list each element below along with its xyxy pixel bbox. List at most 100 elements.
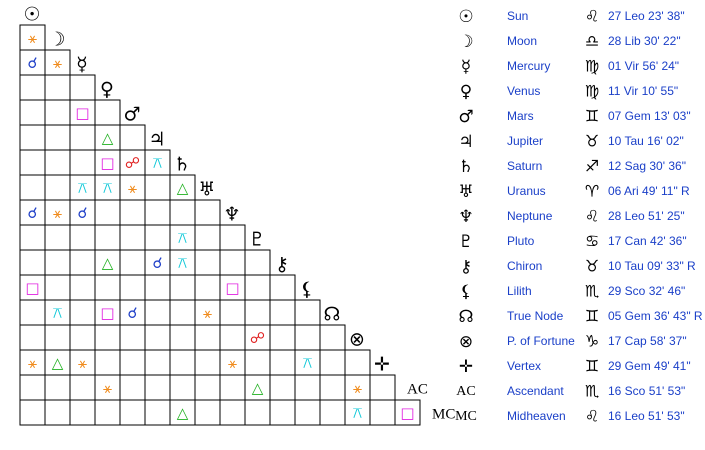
list-glyph: AC bbox=[456, 384, 475, 399]
sign-glyph: ♍ bbox=[585, 57, 599, 76]
grid-cell bbox=[219, 224, 246, 251]
grid-cell bbox=[144, 349, 171, 376]
sign-glyph: ♉ bbox=[585, 257, 599, 276]
aspect-glyph: □ bbox=[75, 104, 89, 122]
list-glyph: ☉ bbox=[458, 7, 473, 27]
grid-cell bbox=[19, 124, 46, 151]
grid-cell bbox=[244, 399, 271, 426]
aspect-glyph: ⚻ bbox=[103, 179, 113, 197]
grid-cell bbox=[269, 274, 296, 301]
diagonal-glyph: ♄ bbox=[173, 154, 190, 176]
sign-glyph: ♏ bbox=[585, 282, 599, 301]
grid-cell bbox=[169, 374, 196, 401]
grid-cell bbox=[19, 324, 46, 351]
grid-cell bbox=[244, 299, 271, 326]
aspect-glyph: ☌ bbox=[127, 304, 137, 322]
grid-cell bbox=[294, 299, 321, 326]
grid-cell bbox=[119, 349, 146, 376]
grid-cell bbox=[69, 249, 96, 276]
grid-cell bbox=[119, 274, 146, 301]
aspect-glyph: ⚻ bbox=[178, 229, 188, 247]
aspect-glyph: ⚻ bbox=[78, 179, 88, 197]
aspect-glyph: ⚹ bbox=[53, 54, 62, 72]
aspect-glyph: ⚻ bbox=[178, 254, 188, 272]
grid-cell bbox=[144, 174, 171, 201]
aspect-glyph: ⚻ bbox=[153, 154, 163, 172]
grid-cell bbox=[69, 74, 96, 101]
sign-glyph: ♌ bbox=[585, 7, 599, 26]
grid-cell bbox=[144, 224, 171, 251]
list-glyph: ⚸ bbox=[460, 282, 472, 302]
sign-glyph: ♊ bbox=[585, 357, 599, 376]
aspect-glyph: △ bbox=[102, 254, 114, 272]
position: 12 Sag 30' 36" bbox=[608, 159, 686, 173]
list-glyph: ♆ bbox=[458, 207, 473, 227]
planet-name: Neptune bbox=[507, 209, 553, 223]
grid-cell bbox=[44, 124, 71, 151]
grid-cell bbox=[19, 149, 46, 176]
sign-glyph: ♉ bbox=[585, 132, 599, 151]
grid-cell bbox=[144, 374, 171, 401]
planet-name: Chiron bbox=[507, 259, 542, 273]
sign-glyph: ♊ bbox=[585, 107, 599, 126]
sign-glyph: ♋ bbox=[585, 232, 599, 251]
list-glyph: ✛ bbox=[459, 357, 473, 377]
grid-cell bbox=[119, 399, 146, 426]
aspect-glyph: △ bbox=[177, 179, 189, 197]
list-glyph: ♃ bbox=[458, 132, 473, 152]
aspect-glyph: □ bbox=[100, 304, 114, 322]
grid-cell bbox=[219, 374, 246, 401]
grid-cell bbox=[94, 324, 121, 351]
list-glyph: ☊ bbox=[458, 307, 473, 327]
grid-cell bbox=[19, 399, 46, 426]
list-glyph: ♅ bbox=[458, 182, 473, 202]
grid-cell bbox=[94, 224, 121, 251]
grid-cell bbox=[169, 349, 196, 376]
diagonal-glyph: ♂ bbox=[123, 104, 140, 126]
sign-glyph: ♌ bbox=[585, 407, 599, 426]
aspect-glyph: □ bbox=[400, 404, 414, 422]
diagonal-glyph: MC bbox=[432, 406, 455, 422]
list-glyph: ♂ bbox=[458, 107, 473, 127]
diagonal-glyph: ♃ bbox=[148, 129, 165, 151]
grid-cell bbox=[169, 324, 196, 351]
position: 16 Leo 51' 53" bbox=[608, 409, 685, 423]
aspect-glyph: ⚻ bbox=[303, 354, 313, 372]
aspect-glyph: ☌ bbox=[27, 54, 37, 72]
aspect-glyph: ⚹ bbox=[203, 304, 212, 322]
grid-cell bbox=[319, 374, 346, 401]
position: 16 Sco 51' 53" bbox=[608, 384, 685, 398]
grid-cell bbox=[69, 299, 96, 326]
aspect-glyph: △ bbox=[102, 129, 114, 147]
aspect-glyph: ⚹ bbox=[53, 204, 62, 222]
list-glyph: ♇ bbox=[458, 232, 473, 252]
diagonal-glyph: ⚸ bbox=[300, 279, 314, 301]
planet-name: True Node bbox=[507, 309, 564, 323]
planet-name: Jupiter bbox=[507, 134, 543, 148]
grid-cell bbox=[294, 374, 321, 401]
grid-cell bbox=[219, 249, 246, 276]
aspect-glyph: ⚹ bbox=[128, 179, 137, 197]
diagonal-glyph: ☉ bbox=[23, 4, 40, 26]
aspect-glyph: ⚹ bbox=[228, 354, 237, 372]
aspect-glyph: □ bbox=[225, 279, 239, 297]
planet-name: Ascendant bbox=[507, 384, 564, 398]
grid-cell bbox=[194, 249, 221, 276]
grid-cell bbox=[144, 274, 171, 301]
diagonal-glyph: ♇ bbox=[248, 229, 265, 251]
grid-cell bbox=[94, 399, 121, 426]
aspect-glyph: ⚹ bbox=[353, 379, 362, 397]
position: 17 Cap 58' 37" bbox=[608, 334, 687, 348]
grid-cell bbox=[119, 224, 146, 251]
list-glyph: ♄ bbox=[458, 157, 473, 177]
grid-cell bbox=[294, 399, 321, 426]
aspect-glyph: ☌ bbox=[152, 254, 162, 272]
aspect-glyph: △ bbox=[52, 354, 64, 372]
sign-glyph: ♈ bbox=[585, 182, 599, 201]
list-glyph: MC bbox=[455, 409, 477, 424]
grid-cell bbox=[44, 374, 71, 401]
grid-cell bbox=[44, 399, 71, 426]
aspect-glyph: ☌ bbox=[27, 204, 37, 222]
grid-cell bbox=[44, 74, 71, 101]
